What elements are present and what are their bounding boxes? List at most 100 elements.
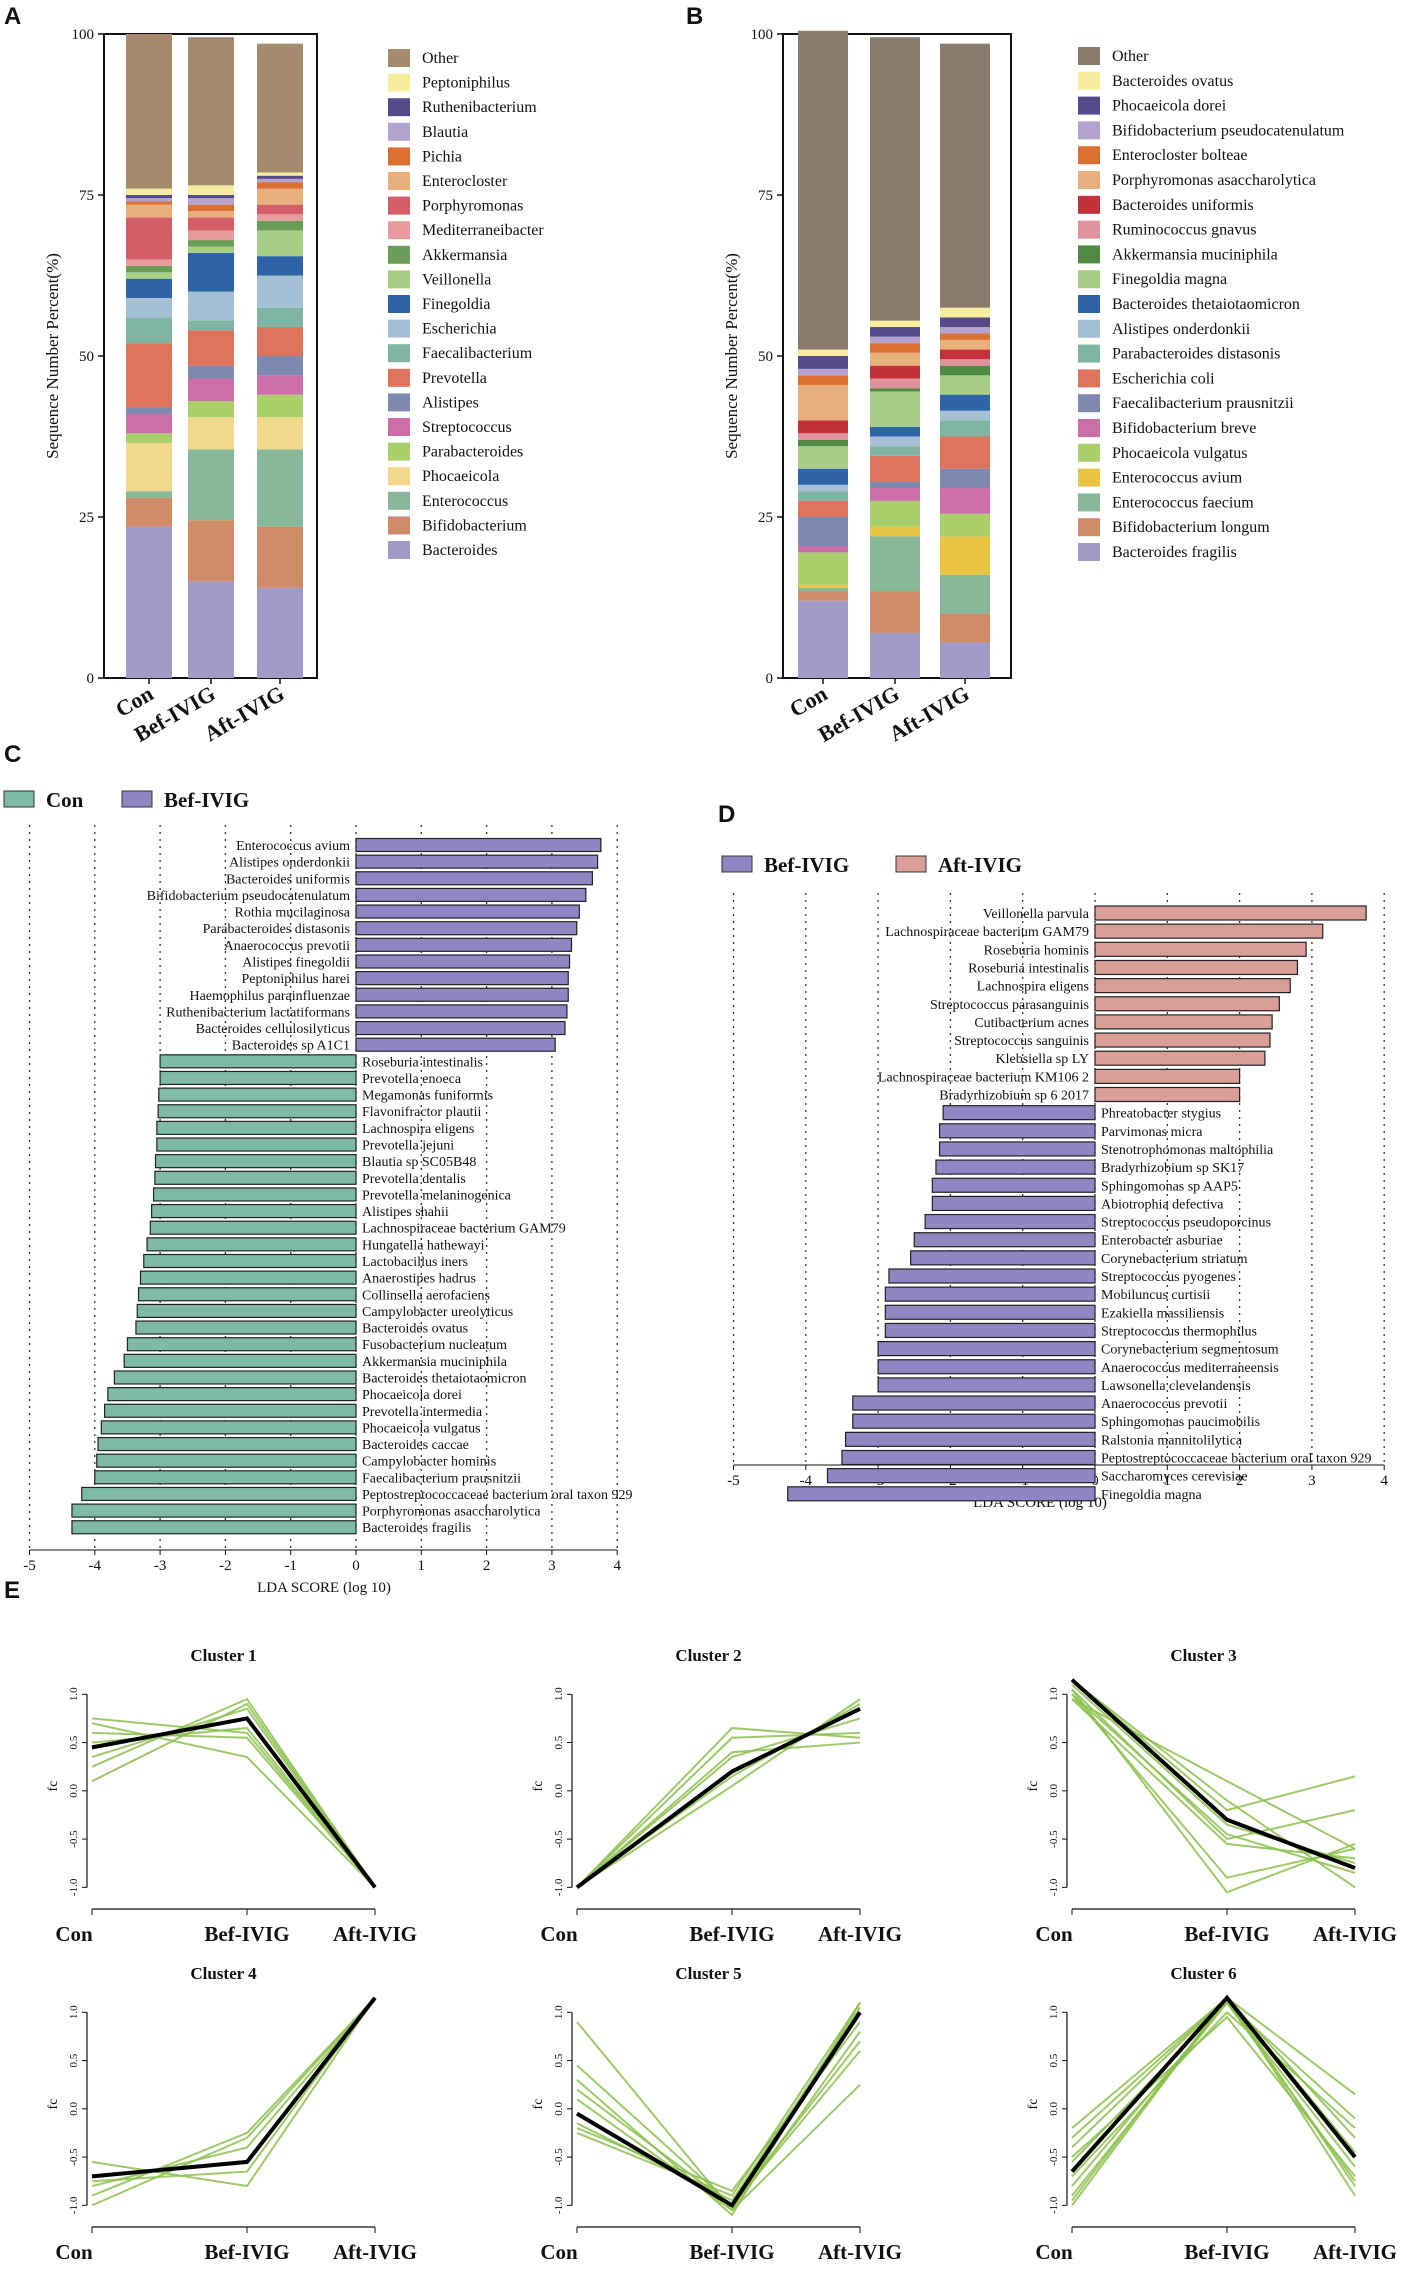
- lda-bar-label: Streptococcus pseudoporcinus: [1101, 1216, 1271, 1231]
- panel-label-C: C: [4, 741, 21, 768]
- y-tick-label: -1.0: [1048, 1878, 1060, 1896]
- cluster-plot: Cluster 2 -1.0 -0.5 0.0 0.5 1.0 fc Con Bef-IVIG A…: [531, 1646, 902, 1946]
- y-tick-label: 0.0: [553, 1783, 565, 1797]
- cluster-plot: Cluster 4 -1.0 -0.5 0.0 0.5 1.0 fc Con Bef-IVIG A…: [46, 1964, 417, 2264]
- legend-swatch: [1078, 245, 1100, 264]
- bar-segment: [940, 317, 990, 328]
- category-label: Aft-IVIG: [818, 1922, 902, 1946]
- y-tick-label: -0.5: [68, 1830, 80, 1848]
- bar-segment: [940, 307, 990, 318]
- member-line: [576, 2002, 861, 2197]
- bar-segment: [188, 198, 234, 205]
- y-tick-label: -1.0: [1048, 2196, 1060, 2214]
- lda-bar: [938, 1141, 1096, 1157]
- lda-bar-label: Ruthenibacterium lactatiformans: [166, 1005, 350, 1020]
- lda-bar-label: Phocaeicola vulgatus: [362, 1421, 481, 1436]
- lda-bar-label: Sphingomonas paucimobilis: [1101, 1415, 1260, 1430]
- lda-bar-label: Mobiluncus curtisii: [1101, 1288, 1210, 1303]
- y-tick-label: 0.5: [1048, 1735, 1060, 1749]
- y-tick-label: 0.5: [68, 2053, 80, 2067]
- lda-bar: [877, 1359, 1096, 1375]
- bar-segment: [940, 365, 990, 376]
- lda-bar-label: Hungatella hathewayi: [362, 1238, 485, 1253]
- bar-segment: [188, 211, 234, 218]
- bar-segment: [870, 336, 920, 344]
- lda-bar: [1094, 959, 1299, 976]
- bar-segment: [126, 217, 172, 260]
- lda-bar-label: Fusobacterium nucleatum: [362, 1338, 507, 1353]
- lda-bar-label: Rothia mucilaginosa: [235, 906, 351, 921]
- bar-segment: [940, 359, 990, 366]
- y-tick-label: -0.5: [1048, 2148, 1060, 2166]
- lda-bar: [71, 1520, 357, 1535]
- bar-segment: [798, 375, 848, 385]
- lda-bar: [931, 1177, 1096, 1193]
- y-tick-label: 50: [79, 349, 94, 365]
- legend-swatch: [388, 467, 410, 486]
- category-label: Aft-IVIG: [818, 2240, 902, 2264]
- category-label: Aft-IVIG: [200, 681, 289, 747]
- member-line: [576, 1717, 861, 1889]
- lda-bar: [1094, 1014, 1273, 1030]
- member-line: [91, 1997, 376, 2183]
- legend-label: Blautia: [422, 124, 468, 141]
- legend-swatch: [1078, 121, 1100, 140]
- x-tick-label: -3: [154, 1558, 167, 1574]
- legend-swatch: [388, 172, 410, 190]
- bar-segment: [798, 584, 848, 588]
- category-label: Con: [785, 681, 831, 722]
- member-line: [576, 1741, 861, 1889]
- lda-bar: [355, 921, 578, 936]
- bar-segment: [126, 442, 172, 492]
- lda-bar-label: Roseburia hominis: [984, 943, 1089, 958]
- bar-segment: [870, 591, 920, 633]
- bar-segment: [870, 436, 920, 447]
- bar-segment: [126, 407, 172, 414]
- y-tick-label: 25: [79, 510, 94, 526]
- bar-segment: [257, 526, 303, 588]
- bar-segment: [798, 433, 848, 440]
- lda-bar-label: Anaerococcus mediterraneensis: [1101, 1361, 1279, 1376]
- lda-bar-label: Enterobacter asburiae: [1101, 1234, 1223, 1249]
- bar-segment: [870, 536, 920, 592]
- bar-segment: [188, 252, 234, 292]
- cluster-title: Cluster 4: [190, 1964, 257, 1983]
- legend-swatch: [388, 491, 410, 510]
- lda-bar: [884, 1304, 1096, 1320]
- category-label: Bef-IVIG: [204, 2240, 289, 2264]
- legend-label: Mediterraneibacter: [422, 222, 544, 239]
- bar-segment: [798, 484, 848, 492]
- bar-segment: [798, 545, 848, 553]
- legend-label: Bacteroides fragilis: [1112, 544, 1237, 561]
- bar-segment: [870, 481, 920, 489]
- legend-swatch: [721, 855, 753, 873]
- category-label: Bef-IVIG: [689, 2240, 774, 2264]
- lda-bar-label: Flavonifractor plautii: [362, 1105, 481, 1120]
- legend-label: Streptococcus: [422, 419, 512, 436]
- bar-segment: [798, 491, 848, 501]
- y-tick-label: 0.5: [553, 1735, 565, 1749]
- y-tick-label: 75: [758, 188, 773, 204]
- lda-bar: [151, 1203, 357, 1219]
- lda-bar-label: Alistipes shahii: [362, 1205, 449, 1220]
- lda-bar: [146, 1237, 357, 1252]
- category-label: Bef-IVIG: [814, 681, 904, 747]
- y-tick-label: 0: [766, 671, 774, 687]
- lda-bar-label: Alistipes onderdonkii: [229, 856, 350, 871]
- lda-bar: [942, 1105, 1096, 1121]
- lda-bar: [158, 1087, 357, 1102]
- member-line: [576, 1731, 861, 1889]
- bar-segment: [126, 526, 172, 678]
- lda-bar-label: Prevotella melaninogenica: [362, 1188, 512, 1203]
- y-axis-label: fc: [46, 1781, 61, 1792]
- legend-swatch: [388, 368, 410, 387]
- lda-bar-label: Parvimonas micra: [1101, 1125, 1203, 1140]
- lda-bar-label: Campylobacter hominis: [362, 1455, 496, 1470]
- legend-swatch: [1078, 220, 1100, 239]
- x-axis-label: LDA SCORE (log 10): [257, 1580, 391, 1596]
- bar-segment: [257, 256, 303, 276]
- lda-bar-label: Peptostreptococcaceae bacterium oral tax…: [1101, 1452, 1372, 1467]
- y-tick-label: 0.0: [553, 2101, 565, 2115]
- legend-swatch: [1078, 468, 1100, 487]
- mean-line: [91, 1716, 377, 1889]
